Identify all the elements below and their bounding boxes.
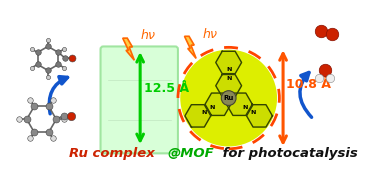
Text: Ru complex: Ru complex [69, 147, 155, 160]
Polygon shape [226, 93, 252, 115]
Polygon shape [184, 36, 196, 58]
Text: N: N [226, 67, 231, 72]
Text: N: N [226, 76, 231, 81]
Polygon shape [216, 51, 242, 74]
Text: @MOF: @MOF [168, 147, 214, 160]
Text: Ru: Ru [223, 95, 234, 101]
Text: N: N [201, 110, 207, 115]
Polygon shape [246, 105, 273, 127]
Polygon shape [216, 74, 242, 97]
Text: for photocatalysis: for photocatalysis [218, 147, 357, 160]
Text: $h\nu$: $h\nu$ [140, 28, 157, 42]
Text: N: N [251, 110, 256, 115]
Text: $h\nu$: $h\nu$ [202, 26, 218, 41]
Text: 12.5 Å: 12.5 Å [144, 82, 189, 95]
Text: N: N [243, 105, 248, 110]
FancyBboxPatch shape [101, 46, 178, 153]
Text: 10.8 Å: 10.8 Å [286, 78, 331, 91]
Ellipse shape [180, 50, 277, 147]
Polygon shape [205, 93, 231, 115]
Circle shape [221, 91, 236, 105]
Polygon shape [185, 105, 211, 127]
Polygon shape [123, 38, 134, 60]
Text: N: N [209, 105, 214, 110]
